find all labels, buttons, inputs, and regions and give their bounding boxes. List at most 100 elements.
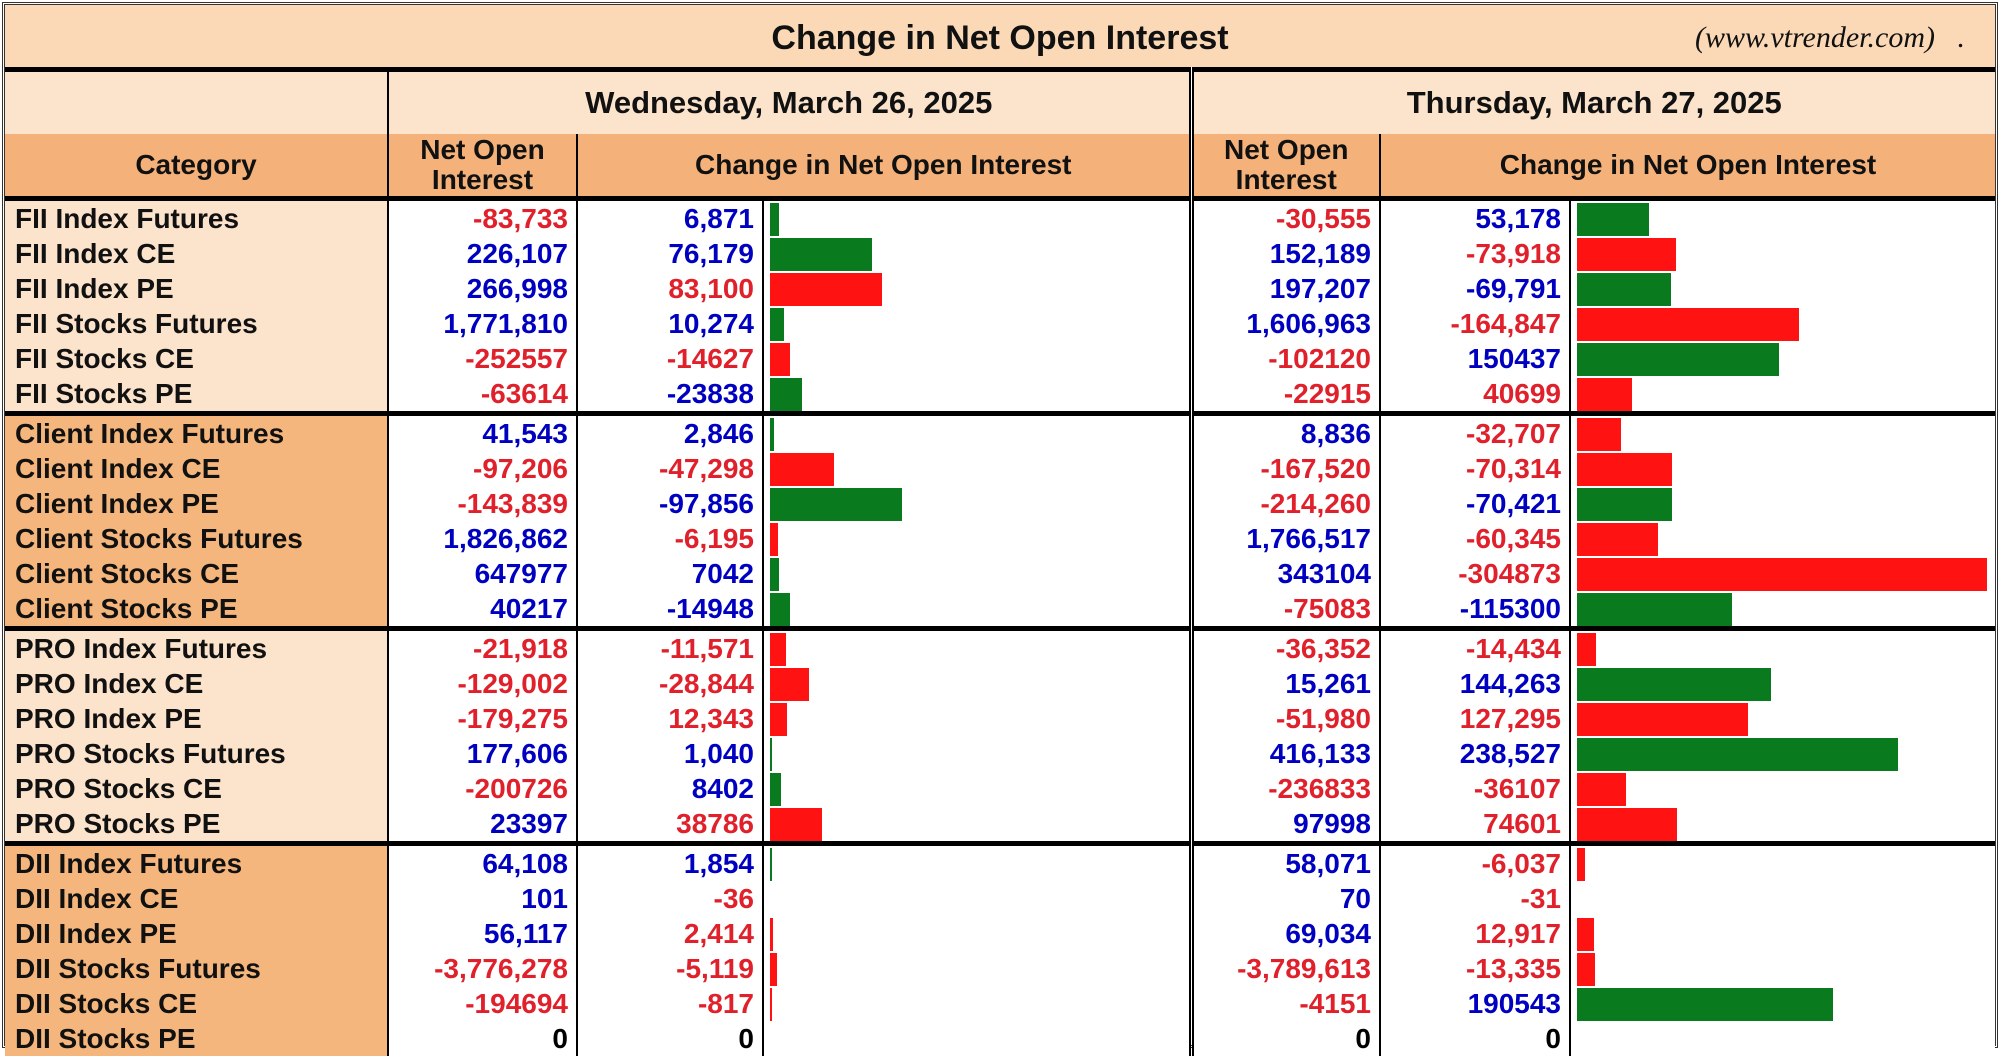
net-open-interest-value: 416,133: [1191, 736, 1380, 771]
date-header-day2: Thursday, March 27, 2025: [1191, 70, 1995, 135]
change-bar: [770, 343, 790, 376]
change-value: -6,195: [577, 521, 763, 556]
title-cell: Change in Net Open Interest (www.vtrende…: [5, 5, 1995, 70]
change-bar: [770, 703, 787, 736]
change-value: -14627: [577, 341, 763, 376]
category-label: DII Index PE: [5, 916, 388, 951]
change-value: 10,274: [577, 306, 763, 341]
net-open-interest-value: 40217: [388, 591, 577, 629]
net-open-interest-value: 70: [1191, 881, 1380, 916]
net-open-interest-value: -236833: [1191, 771, 1380, 806]
change-bar: [1577, 418, 1621, 451]
category-label: PRO Index CE: [5, 666, 388, 701]
change-bar: [1577, 488, 1672, 521]
bar-cell: [763, 629, 1191, 667]
net-open-interest-value: 97998: [1191, 806, 1380, 844]
category-label: PRO Index Futures: [5, 629, 388, 667]
change-bar: [1577, 808, 1677, 841]
net-open-interest-value: 0: [388, 1021, 577, 1056]
change-value: -32,707: [1380, 414, 1570, 452]
change-bar: [1577, 703, 1748, 736]
net-open-interest-value: -75083: [1191, 591, 1380, 629]
bar-cell: [1570, 986, 1995, 1021]
change-value: 40699: [1380, 376, 1570, 414]
site-url: (www.vtrender.com): [1695, 21, 1935, 54]
bar-cell: [1570, 666, 1995, 701]
net-open-interest-value: -214,260: [1191, 486, 1380, 521]
bar-cell: [1570, 486, 1995, 521]
category-label: Client Stocks CE: [5, 556, 388, 591]
change-bar: [1577, 378, 1632, 411]
category-label: Client Stocks PE: [5, 591, 388, 629]
net-open-interest-value: 8,836: [1191, 414, 1380, 452]
table-row: PRO Index Futures-21,918-11,571-36,352-1…: [5, 629, 1995, 667]
change-value: 53,178: [1380, 199, 1570, 237]
change-bar: [770, 668, 809, 701]
change-value: 0: [577, 1021, 763, 1056]
net-open-interest-value: -129,002: [388, 666, 577, 701]
net-open-interest-value: -30,555: [1191, 199, 1380, 237]
change-bar: [770, 633, 786, 666]
bar-cell: [1570, 521, 1995, 556]
change-value: 7042: [577, 556, 763, 591]
change-value: 12,917: [1380, 916, 1570, 951]
change-value: 190543: [1380, 986, 1570, 1021]
change-value: -36107: [1380, 771, 1570, 806]
net-open-interest-value: 197,207: [1191, 271, 1380, 306]
change-bar: [1577, 558, 1987, 591]
bar-cell: [763, 271, 1191, 306]
change-value: 0: [1380, 1021, 1570, 1056]
change-bar: [1577, 308, 1799, 341]
change-column-header-day1: Change in Net Open Interest: [577, 134, 1191, 199]
bar-cell: [763, 591, 1191, 629]
net-open-interest-value: -97,206: [388, 451, 577, 486]
change-value: -36: [577, 881, 763, 916]
bar-cell: [763, 306, 1191, 341]
bar-cell: [1570, 376, 1995, 414]
net-open-interest-value: 56,117: [388, 916, 577, 951]
net-open-interest-value: 69,034: [1191, 916, 1380, 951]
bar-cell: [763, 806, 1191, 844]
bar-cell: [763, 451, 1191, 486]
net-open-interest-value: -3,789,613: [1191, 951, 1380, 986]
bar-cell: [763, 521, 1191, 556]
change-bar: [770, 523, 778, 556]
change-bar: [770, 988, 772, 1021]
change-value: -97,856: [577, 486, 763, 521]
bar-cell: [1570, 199, 1995, 237]
site-dot: .: [1958, 21, 1966, 54]
bar-cell: [1570, 844, 1995, 882]
change-bar: [770, 773, 781, 806]
bar-cell: [763, 486, 1191, 521]
bar-cell: [1570, 881, 1995, 916]
net-open-interest-value: -3,776,278: [388, 951, 577, 986]
change-value: 38786: [577, 806, 763, 844]
net-open-interest-value: 23397: [388, 806, 577, 844]
change-value: -69,791: [1380, 271, 1570, 306]
net-open-interest-value: 64,108: [388, 844, 577, 882]
change-value: 8402: [577, 771, 763, 806]
change-value: -31: [1380, 881, 1570, 916]
change-value: -6,037: [1380, 844, 1570, 882]
net-open-interest-value: -63614: [388, 376, 577, 414]
change-bar: [770, 203, 779, 236]
change-bar: [1577, 593, 1732, 626]
net-open-interest-value: 101: [388, 881, 577, 916]
change-value: -73,918: [1380, 236, 1570, 271]
change-value: -304873: [1380, 556, 1570, 591]
category-label: DII Stocks PE: [5, 1021, 388, 1056]
net-open-interest-value: -167,520: [1191, 451, 1380, 486]
change-bar: [770, 378, 802, 411]
change-bar: [770, 558, 779, 591]
open-interest-table: Change in Net Open Interest (www.vtrende…: [5, 5, 1995, 1056]
change-value: 238,527: [1380, 736, 1570, 771]
change-bar: [1577, 738, 1898, 771]
net-open-interest-value: -252557: [388, 341, 577, 376]
